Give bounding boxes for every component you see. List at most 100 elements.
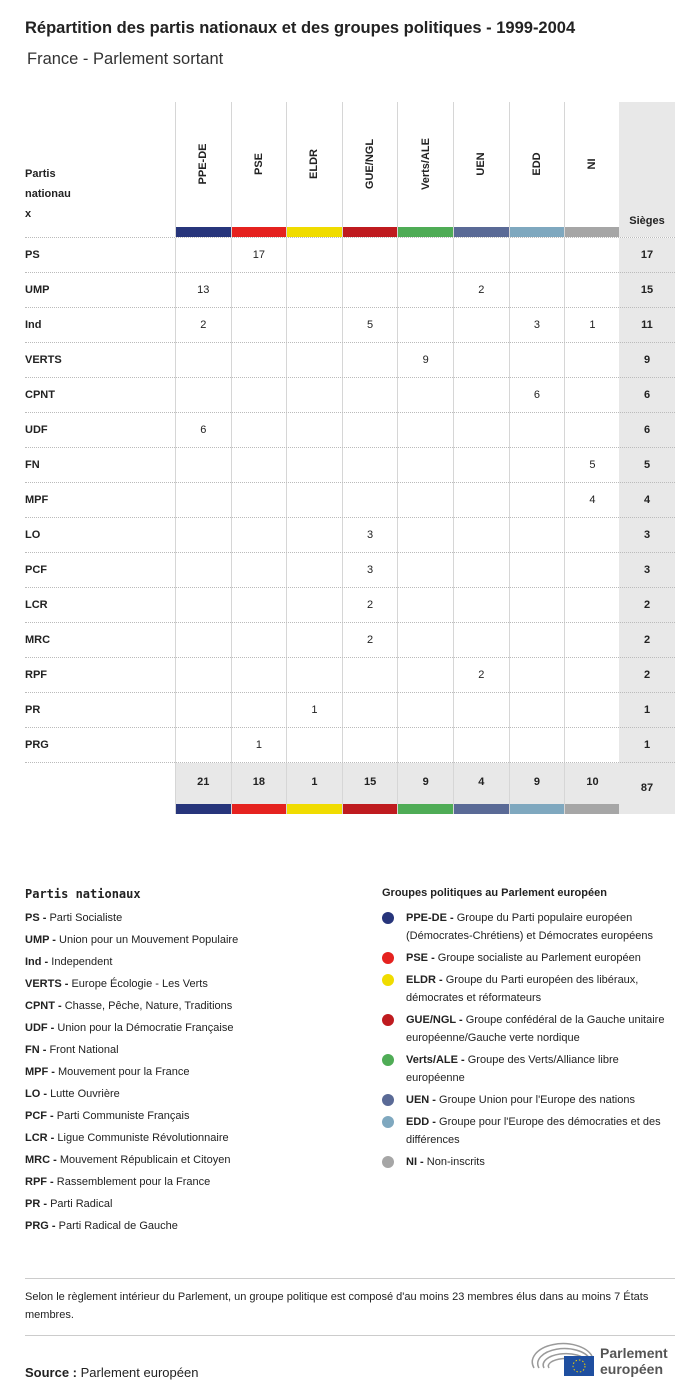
- seat-cell: [341, 273, 398, 308]
- group-legend: Groupes politiques au Parlement européen…: [382, 887, 677, 1175]
- party-legend-item: LCR - Ligue Communiste Révolutionnaire: [25, 1132, 238, 1154]
- party-legend-item: PS - Parti Socialiste: [25, 912, 238, 934]
- table-row: PS 17 17: [25, 237, 675, 273]
- seat-cell: [341, 728, 398, 763]
- party-name: CPNT: [25, 389, 55, 401]
- seat-cell: 5: [564, 448, 620, 483]
- seat-cell: [508, 483, 565, 518]
- row-total: 1: [619, 728, 675, 763]
- seat-cell: [508, 343, 565, 378]
- seat-cell: [564, 623, 620, 658]
- seat-cell: [175, 658, 231, 693]
- seat-cell: [341, 658, 398, 693]
- group-legend-item: UEN - Groupe Union pour l'Europe des nat…: [382, 1091, 677, 1109]
- seat-cell: [230, 343, 287, 378]
- group-label: UEN: [475, 152, 488, 176]
- group-legend-item: GUE/NGL - Groupe confédéral de la Gauche…: [382, 1011, 677, 1047]
- parliament-logo: Parlement européen: [530, 1342, 680, 1382]
- group-abbr: NI -: [406, 1156, 424, 1168]
- row-total: 3: [619, 518, 675, 553]
- seat-cell: [397, 658, 453, 693]
- party-legend-item: PCF - Parti Communiste Français: [25, 1110, 238, 1132]
- source-label: Source :: [25, 1365, 78, 1380]
- group-column-header: ELDR: [286, 102, 342, 237]
- party-abbr: UMP -: [25, 934, 56, 946]
- seats-header-label: Sièges: [629, 215, 665, 227]
- group-total-value: 21: [197, 776, 210, 788]
- seat-cell: [453, 693, 509, 728]
- seat-cell: [341, 413, 398, 448]
- group-color-bar: [342, 804, 398, 814]
- party-legend-item: MPF - Mouvement pour la France: [25, 1066, 238, 1088]
- group-color-bar: [509, 804, 565, 814]
- seat-cell: [453, 518, 509, 553]
- party-legend-item: PRG - Parti Radical de Gauche: [25, 1220, 238, 1242]
- seat-cell: [175, 378, 231, 413]
- seat-cell: [230, 658, 287, 693]
- group-color-dot-icon: [382, 1014, 394, 1026]
- party-header-line: Partis: [25, 168, 56, 180]
- party-abbr: PS -: [25, 912, 47, 924]
- seat-cell: [286, 623, 342, 658]
- party-name: PS: [25, 249, 40, 261]
- seat-cell: [453, 448, 509, 483]
- group-total: 15: [341, 763, 398, 814]
- seat-cell: [508, 518, 565, 553]
- party-name: FN: [25, 459, 40, 471]
- seat-cell: [175, 518, 231, 553]
- seat-cell: [341, 378, 398, 413]
- party-legend-item: RPF - Rassemblement pour la France: [25, 1176, 238, 1198]
- group-color-dot-icon: [382, 1116, 394, 1128]
- party-abbr: PR -: [25, 1198, 47, 1210]
- group-color-bar: [454, 804, 509, 814]
- group-color-bar: [231, 227, 287, 237]
- seat-cell: 9: [397, 343, 453, 378]
- hemicycle-logo-icon: [531, 1342, 594, 1376]
- seat-cell: [230, 623, 287, 658]
- seat-cell: [341, 343, 398, 378]
- group-full-name: Groupe des Verts/Alliance libre européen…: [406, 1054, 619, 1084]
- seat-cell: [397, 693, 453, 728]
- seat-cell: 6: [175, 413, 231, 448]
- party-abbr: RPF -: [25, 1176, 54, 1188]
- party-full-name: Parti Socialiste: [49, 912, 123, 924]
- seat-cell: [175, 238, 231, 273]
- row-total: 1: [619, 693, 675, 728]
- seat-cell: [397, 448, 453, 483]
- seat-cell: [508, 728, 565, 763]
- group-full-name: Non-inscrits: [426, 1156, 485, 1168]
- table-row: Ind 2 5 3 1 11: [25, 307, 675, 343]
- party-abbr: UDF -: [25, 1022, 55, 1034]
- party-abbr: CPNT -: [25, 1000, 62, 1012]
- seat-cell: [175, 588, 231, 623]
- party-full-name: Mouvement pour la France: [58, 1066, 190, 1078]
- group-color-bar: [398, 804, 453, 814]
- row-total: 4: [619, 483, 675, 518]
- seat-cell: [230, 448, 287, 483]
- seat-cell: [175, 343, 231, 378]
- table-row: MPF 4 4: [25, 482, 675, 518]
- group-color-dot-icon: [382, 1094, 394, 1106]
- seat-cell: [230, 378, 287, 413]
- party-name: UMP: [25, 284, 50, 296]
- party-legend-item: UDF - Union pour la Démocratie Française: [25, 1022, 238, 1044]
- group-total: 4: [453, 763, 509, 814]
- group-abbr: UEN -: [406, 1094, 436, 1106]
- seat-cell: [564, 553, 620, 588]
- seat-cell: [564, 588, 620, 623]
- seat-cell: [564, 273, 620, 308]
- party-full-name: Independent: [51, 956, 113, 968]
- seat-cell: 2: [341, 623, 398, 658]
- seat-cell: [341, 693, 398, 728]
- party-header-line: nationau: [25, 188, 71, 200]
- party-header-line: x: [25, 208, 32, 220]
- party-legend-title: Partis nationaux: [25, 887, 141, 901]
- group-color-bar: [565, 227, 620, 237]
- seat-cell: 17: [230, 238, 287, 273]
- table-row: RPF 2 2: [25, 657, 675, 693]
- party-name: PR: [25, 704, 41, 716]
- group-legend-item: PPE-DE - Groupe du Parti populaire europ…: [382, 909, 677, 945]
- group-color-dot-icon: [382, 1156, 394, 1168]
- group-total: 10: [564, 763, 620, 814]
- table-row: PR 1 1: [25, 692, 675, 728]
